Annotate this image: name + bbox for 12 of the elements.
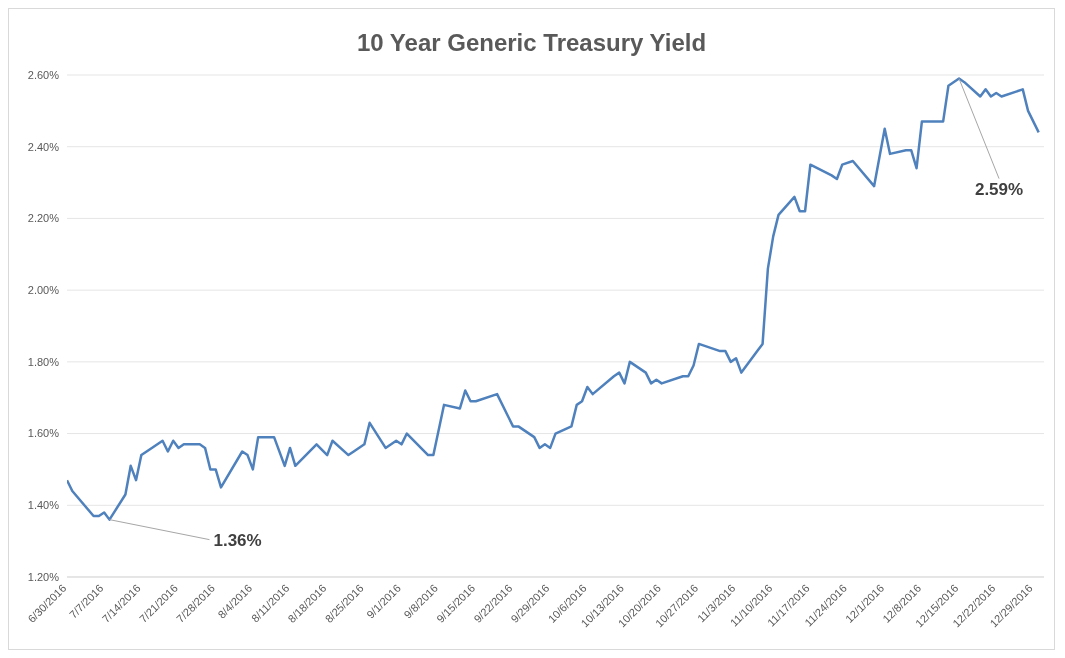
y-tick-label: 2.60%: [27, 68, 60, 81]
y-tick-label: 1.40%: [27, 499, 60, 512]
annotation: 2.59%: [974, 179, 1024, 199]
chart-title: 10 Year Generic Treasury Yield: [355, 29, 708, 58]
y-tick-label: 1.80%: [27, 355, 60, 368]
y-tick-label: 2.40%: [27, 140, 60, 153]
y-tick-label: 2.00%: [27, 284, 60, 297]
line-series: [67, 77, 1040, 521]
y-tick-label: 1.20%: [27, 570, 60, 583]
annotation: 1.36%: [213, 530, 262, 550]
y-tick-label: 1.60%: [27, 427, 60, 440]
y-tick-label: 2.20%: [27, 212, 60, 225]
